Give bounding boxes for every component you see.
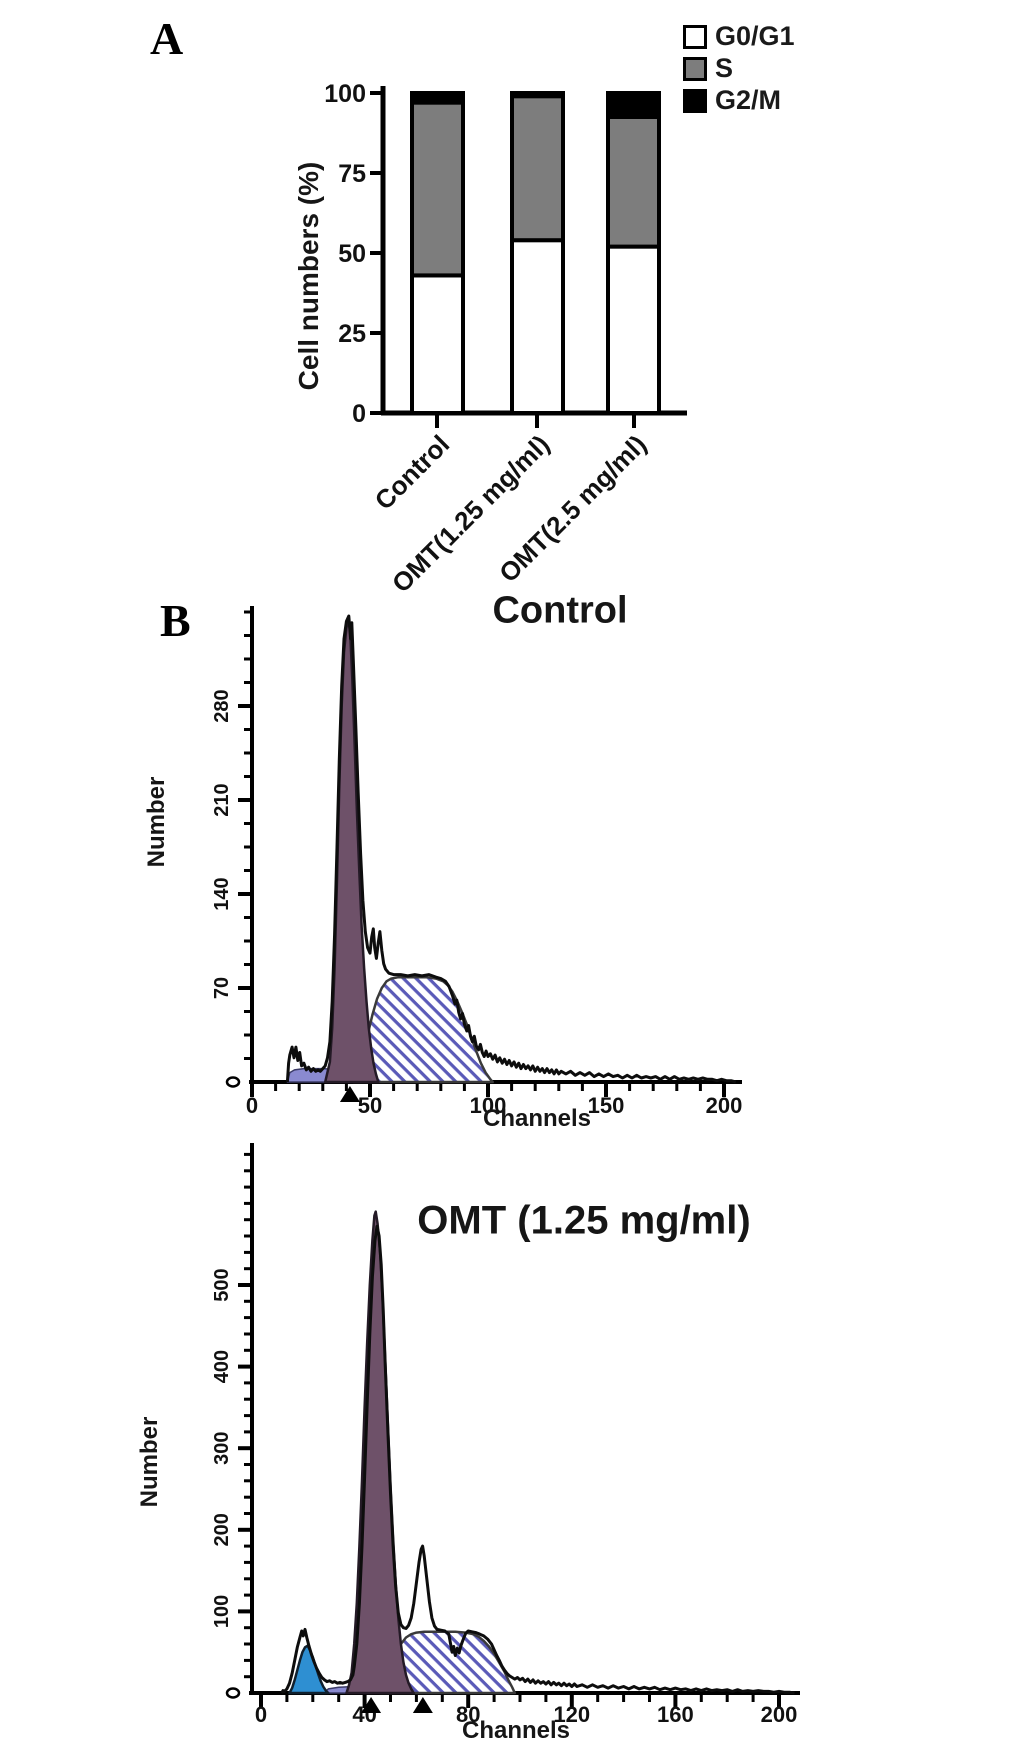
y-tick-label: 25: [338, 320, 366, 348]
y-tick-label: 500: [211, 1268, 233, 1301]
bar-segment-s: [606, 115, 661, 249]
x-tick-label: 80: [456, 1702, 480, 1727]
x-tick-label: 200: [706, 1093, 743, 1118]
histogram-outline: [285, 614, 737, 1084]
legend-swatch-g2m: [683, 88, 707, 113]
y-tick-label: 210: [211, 783, 233, 816]
y-tick-label: 200: [211, 1513, 233, 1546]
y-tick-label: 280: [211, 689, 233, 722]
legend-item-s: S: [683, 53, 795, 83]
histogram-control: 70 140 210 280 0 50 100 150 200: [211, 606, 742, 1118]
x-tick-label: 160: [657, 1702, 694, 1727]
panel-a-label: A: [150, 13, 184, 64]
y-tick-label: 100: [211, 1595, 233, 1628]
legend-label-s: S: [715, 53, 734, 83]
legend-label-g0g1: G0/G1: [715, 21, 795, 51]
histogram-control-x-axis-label: Channels: [482, 1105, 592, 1132]
x-tick-label: 0: [246, 1093, 258, 1118]
bar-chart-y-axis-label: Cell numbers (%): [293, 161, 324, 391]
legend-swatch-g0g1: [683, 24, 707, 49]
region-g0g1-peak: [345, 1210, 416, 1695]
panel-b-label: B: [160, 595, 191, 646]
bar-segment-s: [510, 94, 565, 243]
y-zero-label: [225, 1687, 241, 1699]
bar-segment-g2m: [606, 91, 661, 119]
y-tick-label: 100: [324, 80, 366, 108]
gate-marker: [339, 1086, 360, 1102]
y-tick-label: 75: [338, 160, 366, 188]
bar-segment-g2m: [510, 91, 565, 99]
y-tick-label: 50: [338, 240, 366, 268]
x-tick-label: 100: [470, 1093, 507, 1118]
legend-label-g2m: G2/M: [715, 85, 782, 115]
y-tick-label: 140: [211, 877, 233, 910]
gate-marker: [361, 1697, 382, 1713]
y-tick-label: 70: [211, 977, 233, 999]
category-label: Control: [369, 429, 456, 516]
histogram-control-title: Control: [492, 589, 628, 632]
legend: G0/G1 S G2/M: [683, 21, 795, 115]
x-tick-label: 50: [358, 1093, 382, 1118]
bar-segment-g2m: [410, 91, 465, 105]
bar-segment-g0g1: [510, 238, 565, 415]
x-tick-label: 120: [553, 1702, 590, 1727]
x-tick-label: 200: [761, 1702, 798, 1727]
y-tick-label: 300: [211, 1432, 233, 1465]
region-g0g1-peak: [323, 617, 380, 1084]
y-tick-label: 0: [352, 400, 366, 428]
histogram-omt125-x-axis-label: Channels: [461, 1717, 571, 1744]
bar-segment-g0g1: [410, 273, 465, 415]
legend-item-g2m: G2/M: [683, 85, 795, 115]
y-tick-label: 400: [211, 1350, 233, 1383]
legend-swatch-s: [683, 56, 707, 81]
bar-segment-s: [410, 100, 465, 278]
histogram-omt125-title: OMT (1.25 mg/ml): [417, 1198, 751, 1243]
x-tick-label: 150: [588, 1093, 625, 1118]
legend-item-g0g1: G0/G1: [683, 21, 795, 51]
bar-segment-g0g1: [606, 244, 661, 415]
gate-marker: [412, 1697, 433, 1713]
histogram-omt125-y-axis-label: Number: [136, 1416, 163, 1508]
x-tick-label: 0: [255, 1702, 267, 1727]
histogram-outline: [280, 1224, 795, 1695]
y-zero-label: [225, 1076, 241, 1088]
histogram-control-y-axis-label: Number: [143, 776, 170, 868]
